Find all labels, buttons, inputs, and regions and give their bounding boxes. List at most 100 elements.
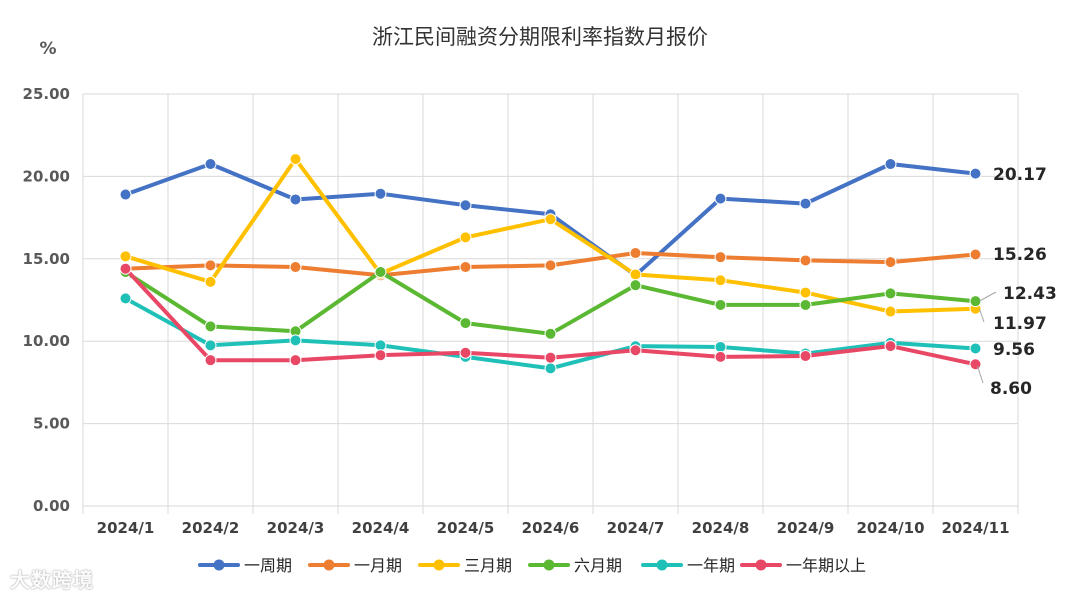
x-tick-label: 2024/1 [97, 519, 155, 537]
data-point [969, 295, 982, 308]
data-point [459, 261, 472, 274]
end-value-labels: 20.17 15.26 11.97 12.43 9.56 8.60 [977, 165, 1057, 399]
data-point [459, 231, 472, 244]
data-point [544, 213, 557, 226]
series-lines [119, 153, 982, 375]
data-point [629, 344, 642, 357]
legend-swatch-marker [543, 559, 555, 571]
data-point [459, 346, 472, 359]
data-point [289, 193, 302, 206]
end-value-label: 9.56 [993, 340, 1035, 360]
legend-item-3: 六月期 [528, 556, 622, 575]
data-point [374, 339, 387, 352]
legend-label: 六月期 [574, 556, 622, 575]
data-point [459, 199, 472, 212]
series-5 [119, 262, 982, 371]
data-point [884, 305, 897, 318]
x-tick-label: 2024/2 [182, 519, 240, 537]
legend-label: 一月期 [354, 556, 402, 575]
x-tick-label: 2024/5 [437, 519, 495, 537]
data-point [289, 153, 302, 166]
y-tick-label: 10.00 [23, 332, 70, 350]
data-point [629, 247, 642, 260]
end-value-label: 20.17 [993, 165, 1047, 185]
data-point [119, 262, 132, 275]
data-point [544, 327, 557, 340]
x-tick-label: 2024/11 [941, 519, 1009, 537]
legend-swatch-marker [755, 559, 767, 571]
legend-swatch-marker [656, 559, 668, 571]
legend-item-0: 一周期 [198, 556, 292, 575]
x-axis-ticks: 2024/1 2024/2 2024/3 2024/4 2024/5 2024/6 2024… [97, 519, 1010, 537]
y-axis-ticks: 25.00 20.00 15.00 10.00 5.00 0.00 [23, 85, 70, 515]
watermark-logo: 大数跨境 [10, 568, 94, 592]
data-point [714, 340, 727, 353]
data-point [204, 320, 217, 333]
y-tick-label: 0.00 [33, 497, 70, 515]
data-point [374, 349, 387, 362]
data-point [289, 261, 302, 274]
data-point [799, 286, 812, 299]
legend-swatch-marker [213, 559, 225, 571]
data-point [714, 192, 727, 205]
data-point [119, 250, 132, 263]
legend-label: 三月期 [464, 556, 512, 575]
legend: 一周期 一月期 三月期 六月期 一年期 一年期以上 [198, 556, 866, 575]
data-point [544, 351, 557, 364]
legend-label: 一周期 [244, 556, 292, 575]
data-point [799, 254, 812, 267]
data-point [714, 274, 727, 287]
data-point [374, 265, 387, 278]
x-tick-label: 2024/10 [856, 519, 924, 537]
data-point [289, 334, 302, 347]
gridlines [82, 93, 1019, 514]
leader-line [979, 308, 985, 323]
data-point [289, 354, 302, 367]
data-point [629, 268, 642, 281]
leader-line [979, 291, 997, 302]
x-tick-label: 2024/6 [522, 519, 580, 537]
data-point [969, 358, 982, 371]
end-value-label: 15.26 [993, 245, 1047, 265]
data-point [884, 158, 897, 171]
data-point [119, 188, 132, 201]
series-4 [119, 292, 982, 375]
data-point [204, 275, 217, 288]
data-point [969, 167, 982, 180]
data-point [374, 187, 387, 200]
y-tick-label: 15.00 [23, 250, 70, 268]
data-point [799, 350, 812, 363]
data-point [204, 354, 217, 367]
leader-line [977, 365, 984, 384]
x-tick-label: 2024/9 [777, 519, 835, 537]
data-point [884, 340, 897, 353]
legend-label: 一年期 [687, 556, 735, 575]
end-value-label: 8.60 [990, 379, 1032, 399]
data-point [884, 287, 897, 300]
data-point [969, 342, 982, 355]
x-tick-label: 2024/4 [352, 519, 410, 537]
data-point [714, 251, 727, 264]
data-point [969, 248, 982, 261]
legend-swatch-marker [433, 559, 445, 571]
chart-title: 浙江民间融资分期限利率指数月报价 [372, 25, 708, 49]
end-value-label: 12.43 [1003, 284, 1057, 304]
data-point [799, 298, 812, 311]
y-axis-unit-label: % [39, 39, 56, 59]
x-tick-label: 2024/8 [692, 519, 750, 537]
x-tick-label: 2024/7 [607, 519, 665, 537]
data-point [204, 158, 217, 171]
data-point [799, 197, 812, 210]
legend-swatch-marker [323, 559, 335, 571]
data-point [629, 279, 642, 292]
y-tick-label: 25.00 [23, 85, 70, 103]
data-point [459, 317, 472, 330]
data-point [714, 298, 727, 311]
legend-item-5: 一年期以上 [740, 556, 866, 575]
data-point [544, 259, 557, 272]
x-tick-label: 2024/3 [267, 519, 325, 537]
data-point [204, 339, 217, 352]
data-point [714, 350, 727, 363]
